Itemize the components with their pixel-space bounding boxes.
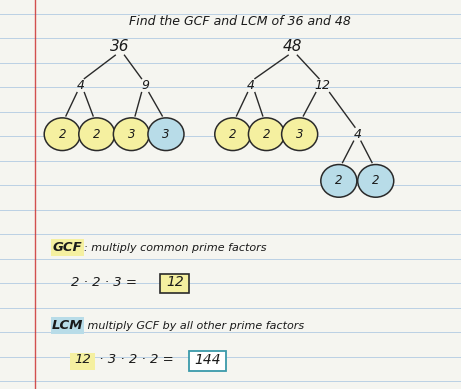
FancyBboxPatch shape [51, 317, 84, 334]
Text: 2: 2 [59, 128, 66, 141]
Text: 3: 3 [162, 128, 170, 141]
Text: 48: 48 [283, 39, 302, 54]
Text: Find the GCF and LCM of 36 and 48: Find the GCF and LCM of 36 and 48 [129, 14, 351, 28]
Text: GCF: GCF [53, 241, 83, 254]
Text: · 3 · 2 · 2 =: · 3 · 2 · 2 = [95, 353, 178, 366]
Text: 4: 4 [77, 79, 85, 92]
Ellipse shape [215, 118, 251, 151]
Text: : multiply common prime factors: : multiply common prime factors [84, 243, 267, 253]
Text: 12: 12 [74, 353, 91, 366]
FancyBboxPatch shape [70, 353, 95, 370]
Text: 3: 3 [296, 128, 303, 141]
Text: 2: 2 [93, 128, 100, 141]
Ellipse shape [321, 165, 357, 197]
Text: LCM: LCM [52, 319, 83, 332]
Text: 2: 2 [335, 174, 343, 187]
Ellipse shape [248, 118, 284, 151]
Ellipse shape [113, 118, 149, 151]
Text: 2: 2 [229, 128, 236, 141]
Text: 12: 12 [166, 275, 183, 289]
Text: 4: 4 [353, 128, 361, 141]
Text: multiply GCF by all other prime factors: multiply GCF by all other prime factors [84, 321, 304, 331]
Text: 9: 9 [141, 79, 149, 92]
Ellipse shape [282, 118, 318, 151]
Text: 2: 2 [372, 174, 379, 187]
Text: 2: 2 [263, 128, 270, 141]
FancyBboxPatch shape [51, 239, 84, 256]
Text: 12: 12 [315, 79, 331, 92]
Text: 36: 36 [110, 39, 130, 54]
Ellipse shape [79, 118, 115, 151]
Text: 4: 4 [247, 79, 255, 92]
Text: 144: 144 [194, 353, 221, 367]
FancyBboxPatch shape [160, 274, 189, 293]
Ellipse shape [358, 165, 394, 197]
Text: 2 · 2 · 3 =: 2 · 2 · 3 = [71, 275, 142, 289]
Text: 3: 3 [128, 128, 135, 141]
FancyBboxPatch shape [189, 351, 226, 371]
Ellipse shape [148, 118, 184, 151]
Ellipse shape [44, 118, 80, 151]
